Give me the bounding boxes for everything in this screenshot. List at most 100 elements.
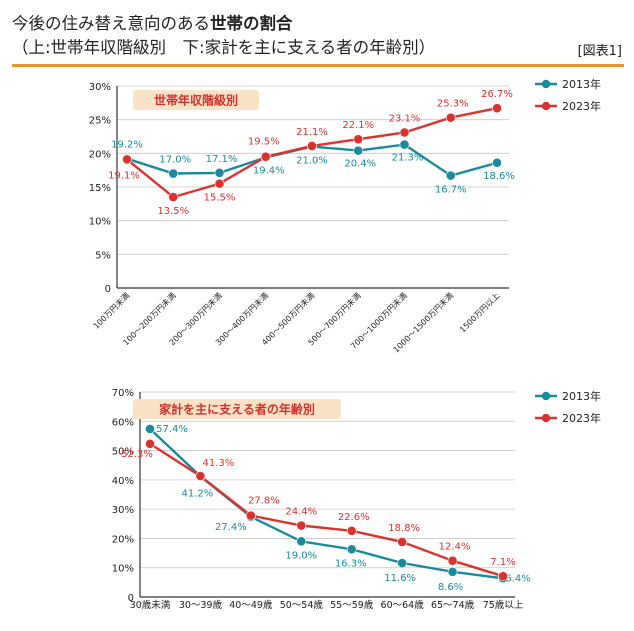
data-point <box>168 192 179 202</box>
data-point <box>492 103 502 114</box>
data-point <box>447 566 458 577</box>
legend-marker <box>541 391 551 401</box>
data-label: 19.2% <box>111 140 143 151</box>
x-tick-label: 55～59歳 <box>330 599 374 611</box>
y-tick-label: 25% <box>89 116 111 127</box>
x-tick-label: 1500万円以上 <box>458 291 501 334</box>
data-point <box>296 520 307 531</box>
data-point <box>346 525 357 536</box>
data-label: 22.1% <box>342 120 374 131</box>
data-point <box>168 168 179 179</box>
data-label: 15.5% <box>204 193 236 204</box>
data-point <box>445 112 456 123</box>
page-subtitle: （上:世帯年収階級別 下:家計を主に支える者の年齢別） <box>12 38 436 57</box>
data-point <box>245 510 256 521</box>
legend-marker <box>541 79 551 89</box>
data-label: 11.6% <box>384 573 416 584</box>
data-point <box>122 154 132 165</box>
data-label: 52.3% <box>121 449 153 460</box>
y-tick-label: 20% <box>112 534 134 545</box>
data-label: 21.0% <box>296 156 328 167</box>
data-label: 21.1% <box>296 127 328 138</box>
data-label: 16.3% <box>335 558 367 569</box>
data-label: 19.4% <box>253 165 285 176</box>
data-point <box>492 157 502 168</box>
y-tick-label: 70% <box>112 388 134 399</box>
data-point <box>296 536 307 547</box>
x-tick-label: 60～64歳 <box>381 599 425 611</box>
data-point <box>445 170 456 181</box>
chart-2: 0 10% 20% 30% 40% 50% 60% 70% 30歳未満 30～39歳 40～49歳 5… <box>112 388 601 611</box>
y-tick-label: 0 <box>105 284 111 295</box>
data-label: 18.8% <box>388 523 420 534</box>
x-tick-label: 65～74歳 <box>431 599 475 611</box>
data-label: 20.4% <box>344 159 376 170</box>
chart-title: 世帯年収階級別 <box>154 93 238 108</box>
data-point <box>195 471 206 481</box>
x-tick-label: 50～54歳 <box>280 599 324 611</box>
data-point <box>397 537 408 547</box>
data-point <box>399 139 410 150</box>
data-label: 7.1% <box>490 557 515 568</box>
legend-marker <box>541 101 551 111</box>
series-line-2013年 <box>149 428 504 580</box>
x-tick-label: 100万円未満 <box>91 290 132 331</box>
data-label: 23.1% <box>389 113 421 124</box>
data-label: 57.4% <box>156 424 188 435</box>
data-point <box>307 141 317 151</box>
header: 今後の住み替え意向のある世帯の割合 （上:世帯年収階級別 下:家計を主に支える者… <box>12 8 624 70</box>
data-point <box>214 167 225 178</box>
data-label: 17.1% <box>206 154 238 165</box>
data-point <box>346 544 357 555</box>
series-line-2023年 <box>149 442 504 578</box>
y-tick-label: 40% <box>112 476 134 487</box>
figure-label: [図表1] <box>577 44 622 59</box>
legend-label: 2013年 <box>562 389 601 403</box>
y-tick-label: 20% <box>89 149 111 160</box>
data-point <box>397 558 408 568</box>
data-point <box>399 127 410 138</box>
data-label: 41.3% <box>203 458 235 469</box>
data-point <box>498 571 508 582</box>
data-label: 26.7% <box>481 89 513 100</box>
data-label: 18.6% <box>483 171 515 182</box>
data-label: 19.5% <box>248 137 280 148</box>
data-point <box>447 555 458 566</box>
y-tick-label: 10% <box>89 217 111 228</box>
legend-label: 2023年 <box>562 99 601 113</box>
data-point <box>145 438 155 449</box>
data-point <box>214 178 225 189</box>
data-label: 8.6% <box>438 582 463 593</box>
data-label: 19.0% <box>285 550 317 561</box>
y-tick-label: 10% <box>112 564 134 575</box>
data-label: 27.8% <box>248 496 280 507</box>
data-label: 22.6% <box>338 512 370 523</box>
data-point <box>260 151 271 162</box>
chart-title-chip <box>133 90 259 110</box>
y-tick-label: 5% <box>95 250 111 261</box>
data-label: 6.4% <box>505 573 530 584</box>
x-tick-label: 75歳以上 <box>483 599 524 611</box>
y-tick-label: 15% <box>89 183 111 194</box>
data-label: 24.4% <box>285 507 317 518</box>
data-label: 12.4% <box>439 542 471 553</box>
x-tick-label: 30歳未満 <box>130 599 171 611</box>
chart-title: 家計を主に支える者の年齢別 <box>159 402 315 417</box>
legend-label: 2023年 <box>562 411 601 425</box>
data-label: 16.7% <box>435 185 467 196</box>
data-label: 19.1% <box>108 170 140 181</box>
y-tick-label: 60% <box>112 417 134 428</box>
x-tick-label: 40～49歳 <box>229 599 273 611</box>
data-label: 25.3% <box>437 99 469 110</box>
data-label: 21.3% <box>392 153 424 164</box>
header-rule <box>12 64 624 67</box>
data-point <box>353 145 364 156</box>
y-tick-label: 30% <box>89 82 111 93</box>
chart-1: 05%10%15%20%25%30%100万円未満100～200万円未満200～… <box>89 77 601 354</box>
data-label: 17.0% <box>159 155 191 166</box>
data-label: 27.4% <box>215 522 247 533</box>
x-tick-label: 30～39歳 <box>179 599 223 611</box>
data-point <box>353 134 364 145</box>
chart-title-chip <box>133 399 341 419</box>
